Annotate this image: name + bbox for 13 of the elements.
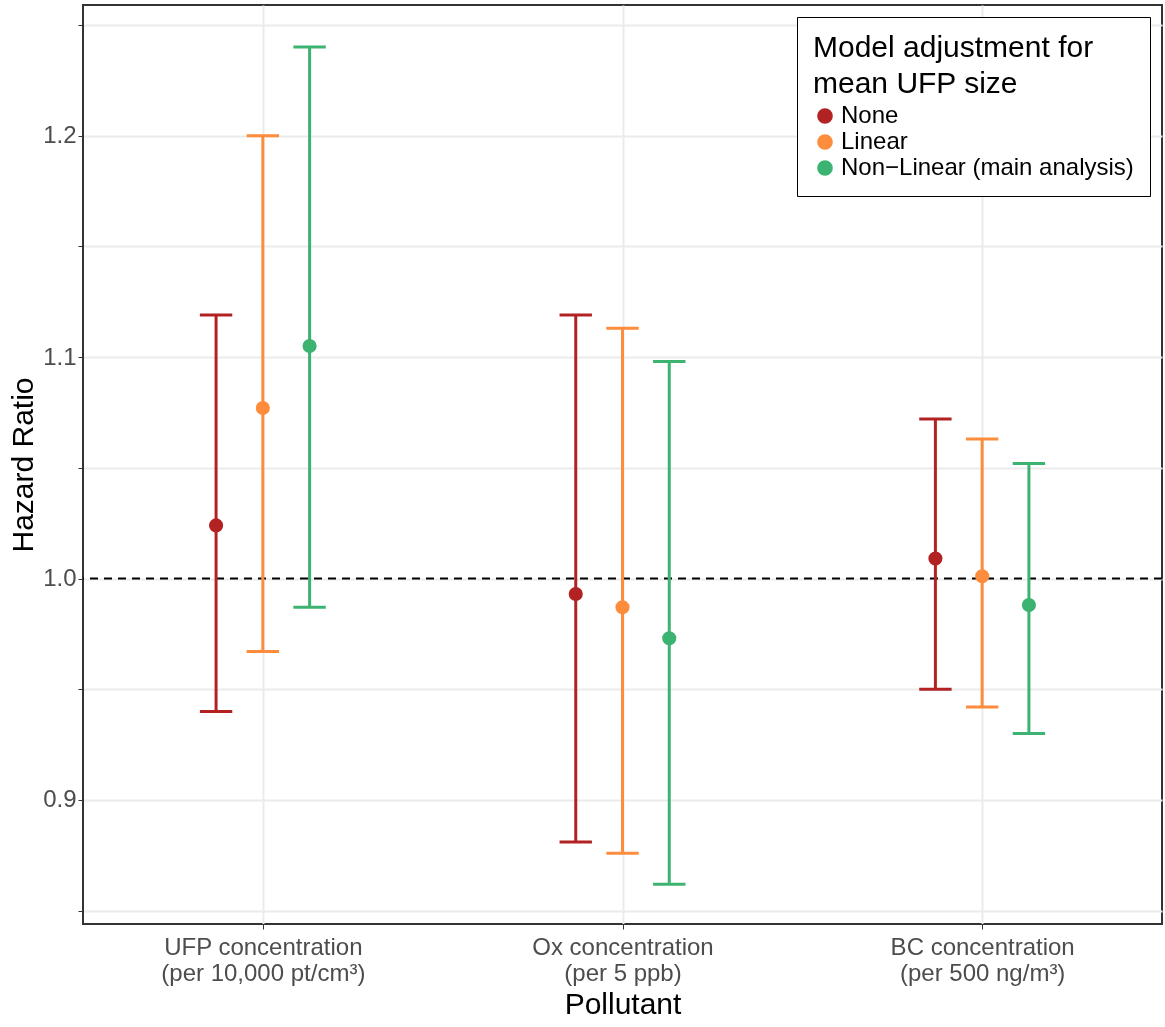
y-tick-label: 1.1 [43, 342, 77, 370]
legend-label: Non−Linear (main analysis) [841, 153, 1134, 180]
y-tick-label: 0.9 [43, 785, 77, 813]
legend-label: Linear [841, 127, 908, 154]
legend-label: None [841, 101, 899, 128]
legend-title: Model adjustment for mean UFP size [813, 30, 1094, 99]
x-tick-label: UFP concentration (per 10,000 pt/cm³) [161, 932, 366, 986]
y-axis-title: Hazard Ratio [6, 377, 40, 553]
y-tick-label: 1.2 [43, 121, 77, 149]
x-tick-label: Ox concentration (per 5 ppb) [532, 932, 714, 986]
x-axis-title: Pollutant [564, 986, 683, 1020]
x-tick-label: BC concentration (per 500 ng/m³) [890, 932, 1075, 986]
y-tick-label: 1.0 [43, 564, 77, 592]
